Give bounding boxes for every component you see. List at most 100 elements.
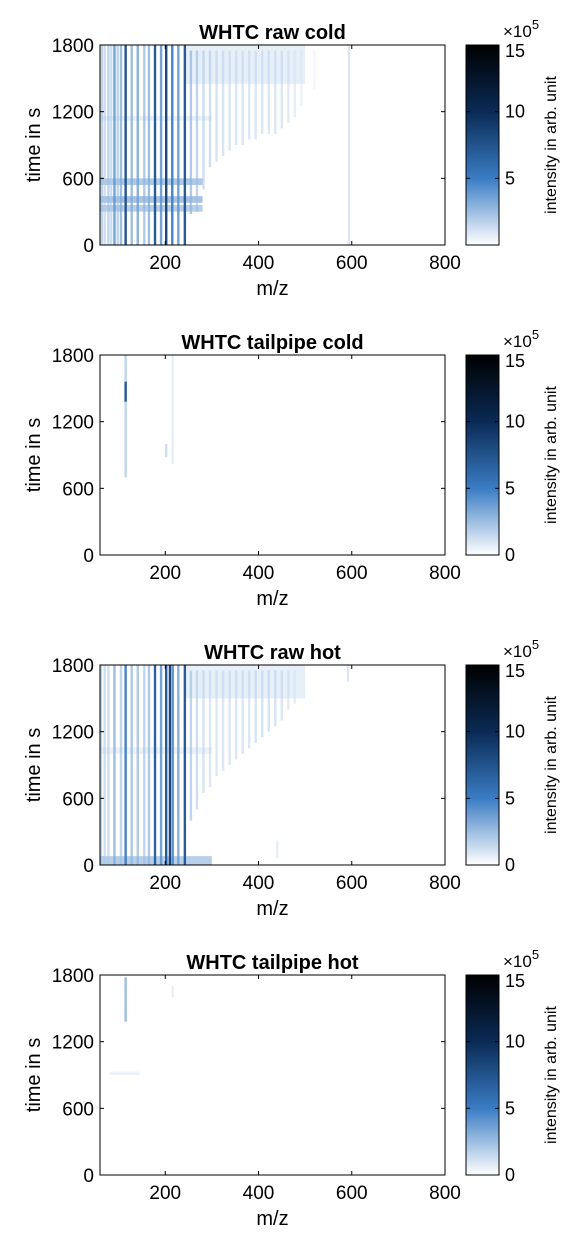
x-tick-label: 600	[336, 873, 368, 894]
colorbar-label: intensity in arb. unit	[543, 696, 560, 834]
heatmap-streak	[215, 50, 218, 162]
y-tick-label: 1800	[52, 966, 94, 987]
heatmap-streak	[247, 670, 251, 749]
y-tick-label: 0	[83, 1166, 94, 1187]
heatmap-streak	[287, 50, 290, 123]
heatmap-streak	[124, 355, 127, 478]
heatmap-streak	[147, 665, 151, 865]
heatmap-streak	[261, 50, 264, 134]
heatmap-streak	[280, 670, 284, 721]
heatmap-streak	[215, 670, 218, 777]
colorbar-tick-label: 5	[505, 1098, 515, 1118]
heatmap-streak	[300, 50, 303, 107]
plot-area	[100, 665, 445, 865]
heatmap-streak	[247, 50, 251, 140]
y-axis-label: time in s	[23, 418, 45, 492]
heatmap-streak	[153, 45, 157, 245]
colorbar: 0 5 10 15×105 intensity in arb. unit	[465, 947, 560, 1185]
heatmap-streak	[109, 45, 113, 245]
y-axis-label: time in s	[23, 108, 45, 182]
x-tick-label: 800	[429, 873, 461, 894]
x-axis-label: m/z	[256, 588, 288, 610]
heatmap-streak	[177, 665, 180, 865]
heatmap-streak	[168, 665, 172, 865]
x-tick-label: 200	[149, 873, 181, 894]
heatmap-band	[109, 1071, 140, 1075]
heatmap-streak	[195, 670, 199, 810]
y-tick-label: 1800	[52, 346, 94, 367]
heatmap-streak	[195, 50, 199, 212]
heatmap-streak	[119, 45, 123, 245]
plot-area	[100, 975, 445, 1175]
heatmap-streak	[116, 45, 119, 245]
heatmap-streak	[100, 45, 104, 245]
heatmap-data	[100, 45, 351, 245]
heatmap-streak	[171, 45, 174, 245]
heatmap-streak	[159, 45, 163, 245]
plot-frame	[99, 974, 446, 1176]
colorbar-label: intensity in arb. unit	[543, 76, 560, 214]
plot-frame	[99, 44, 446, 246]
heatmap-data	[100, 665, 350, 865]
colorbar-tick-label: 15	[505, 661, 525, 681]
colorbar-gradient	[465, 974, 500, 1176]
heatmap-streak	[159, 665, 163, 865]
heatmap-streak	[136, 665, 139, 865]
heatmap-streak	[147, 45, 151, 245]
heatmap-streak	[103, 45, 106, 245]
colorbar-tick-label: 0	[505, 1165, 515, 1185]
x-tick-label: 600	[336, 563, 368, 584]
colorbar-exponent: ×105	[503, 327, 539, 351]
heatmap-streak	[113, 45, 116, 245]
heatmap-streak	[280, 50, 284, 129]
colorbar-gradient	[465, 44, 500, 246]
x-tick-label: 800	[429, 563, 461, 584]
colorbar-exponent: ×105	[503, 637, 539, 661]
heatmap-streak	[267, 670, 270, 732]
colorbar-tick-label: 0	[505, 545, 515, 565]
x-tick-label: 400	[243, 1183, 275, 1204]
colorbar: 0 5 10 15×105 intensity in arb. unit	[465, 327, 560, 565]
heatmap-streak	[221, 670, 225, 771]
colorbar: 5 10 15×105 intensity in arb. unit	[465, 17, 560, 246]
x-tick-label: 800	[429, 253, 461, 274]
heatmap-streak	[183, 45, 187, 245]
heatmap-streak	[124, 45, 127, 245]
chart-title: WHTC tailpipe hot	[186, 952, 359, 974]
x-axis-label: m/z	[256, 278, 288, 300]
y-tick-label: 1200	[52, 723, 94, 744]
heatmap-streak	[130, 45, 133, 245]
colorbar-tick-label: 5	[505, 478, 515, 498]
heatmap-streak	[130, 665, 133, 865]
colorbar-tick-label: 10	[505, 1032, 525, 1052]
x-tick-label: 400	[243, 873, 275, 894]
heatmap-streak	[136, 45, 139, 245]
colorbar-tick-label: 15	[505, 971, 525, 991]
y-tick-label: 1800	[52, 656, 94, 677]
heatmap-streak	[275, 840, 279, 859]
heatmap-streak	[202, 50, 205, 190]
heatmap-streak	[107, 45, 110, 245]
chart-title: WHTC tailpipe cold	[181, 332, 363, 354]
heatmap-streak	[347, 45, 351, 245]
heatmap-streak	[119, 665, 123, 865]
heatmap-streak	[293, 50, 297, 118]
heatmap-streak	[287, 670, 290, 710]
heatmap-band	[100, 205, 203, 212]
heatmap-streak	[274, 50, 277, 134]
heatmap-band	[183, 665, 306, 699]
plot-frame	[99, 354, 446, 556]
heatmap-band	[100, 178, 203, 185]
x-tick-label: 800	[429, 1183, 461, 1204]
heatmap-panel-3: 200 400 600 800 0 600 1200 1800 WHTC raw hot m/z t…	[23, 637, 560, 920]
colorbar-tick-label: 5	[505, 168, 515, 188]
y-tick-label: 600	[62, 169, 94, 190]
heatmap-streak	[171, 665, 174, 865]
heatmap-streak	[124, 665, 127, 865]
colorbar: 0 5 10 15×105 intensity in arb. unit	[465, 637, 560, 875]
y-tick-label: 0	[83, 856, 94, 877]
y-axis-label: time in s	[23, 728, 45, 802]
y-tick-label: 600	[62, 479, 94, 500]
heatmap-streak	[165, 665, 168, 865]
y-tick-label: 1200	[52, 1033, 94, 1054]
